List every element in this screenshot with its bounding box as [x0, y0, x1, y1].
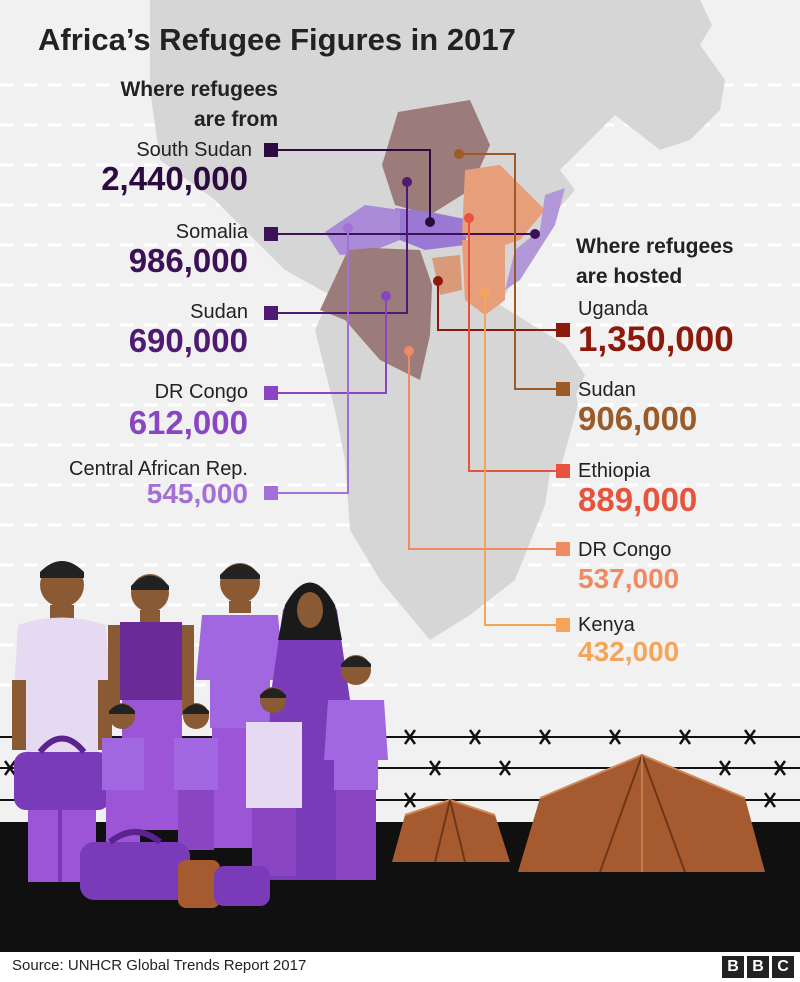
person-icon	[174, 703, 218, 850]
person-icon	[324, 655, 388, 880]
origin-leader-lines	[278, 149, 535, 494]
host-name-uganda: Uganda	[578, 298, 649, 320]
host-name-dr-congo: DR Congo	[578, 539, 672, 561]
hosts-header: Where refugees are hosted	[576, 232, 734, 292]
host-value-uganda: 1,350,000	[578, 320, 734, 359]
bbc-logo-block: B	[722, 956, 744, 978]
origin-markers	[264, 143, 540, 500]
origin-value-dr-congo: 612,000	[128, 404, 248, 441]
ethiopia-region	[462, 165, 545, 250]
bbc-logo-block: C	[772, 956, 794, 978]
hosts-header-line: Where refugees	[576, 235, 734, 258]
origins-header-line: are from	[193, 108, 278, 131]
host-value-ethiopia: 889,000	[578, 481, 698, 518]
tent-icon	[392, 753, 765, 873]
source-note: Source: UNHCR Global Trends Report 2017	[12, 957, 307, 974]
bbc-logo: B B C	[722, 956, 794, 978]
car-region	[325, 205, 400, 255]
origin-value-south-sudan: 2,440,000	[101, 160, 248, 197]
origin-name-somalia: Somalia	[175, 221, 248, 243]
origins-header: Where refugees are from	[120, 75, 278, 135]
origins-header-line: Where refugees	[120, 78, 278, 101]
person-icon	[246, 687, 302, 876]
host-leader-lines	[408, 153, 556, 626]
refugee-family-icon	[12, 561, 388, 908]
origin-value-central-african-rep: 545,000	[146, 478, 248, 509]
host-value-dr-congo: 537,000	[578, 563, 680, 594]
footer-strip	[0, 952, 800, 982]
hosts-header-line: are hosted	[576, 265, 683, 288]
host-markers	[404, 149, 570, 632]
bbc-logo-block: B	[747, 956, 769, 978]
host-value-sudan: 906,000	[578, 400, 698, 437]
host-name-kenya: Kenya	[578, 614, 635, 636]
south-sudan-region	[395, 208, 470, 250]
origin-name-south-sudan: South Sudan	[136, 139, 252, 161]
host-value-kenya: 432,000	[578, 636, 680, 667]
origin-name-dr-congo: DR Congo	[154, 381, 248, 403]
kenya-region	[462, 240, 505, 315]
origin-name-central-african-rep: Central African Rep.	[69, 458, 248, 480]
host-name-sudan: Sudan	[578, 379, 636, 401]
origin-value-somalia: 986,000	[128, 242, 248, 279]
page-title: Africa’s Refugee Figures in 2017	[38, 22, 516, 57]
origin-name-sudan: Sudan	[190, 301, 248, 323]
origin-value-sudan: 690,000	[128, 322, 248, 359]
host-name-ethiopia: Ethiopia	[578, 460, 651, 482]
